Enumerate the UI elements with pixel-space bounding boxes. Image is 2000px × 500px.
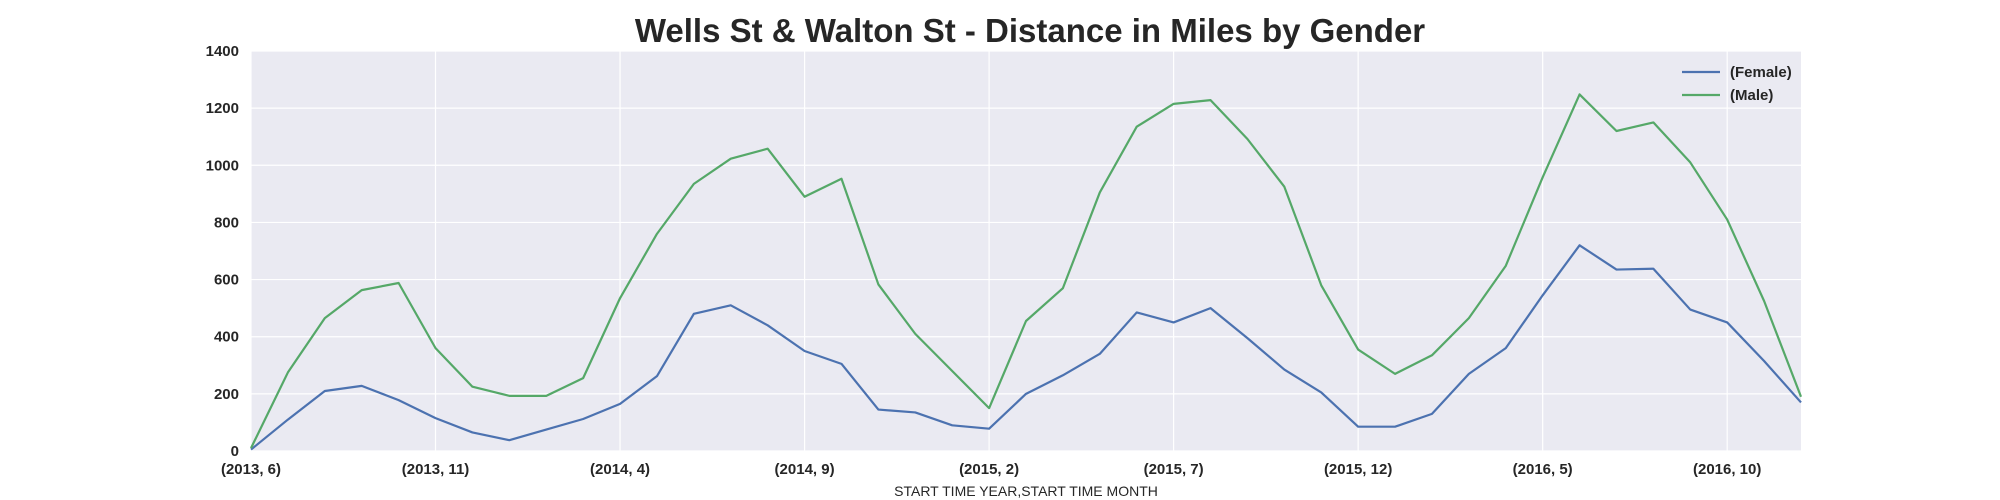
x-tick-label: (2013, 6) bbox=[221, 461, 281, 478]
x-axis-ticks: (2013, 6) (2013, 11) (2014, 4) (2014, 9) (20… bbox=[221, 461, 1761, 478]
x-tick-label: (2015, 2) bbox=[959, 461, 1019, 478]
x-tick-label: (2015, 12) bbox=[1324, 461, 1392, 478]
x-tick-label: (2015, 7) bbox=[1144, 461, 1204, 478]
legend-label: (Female) bbox=[1730, 64, 1792, 81]
y-tick-label: 1400 bbox=[206, 43, 239, 60]
x-tick-label: (2013, 11) bbox=[402, 461, 470, 478]
plot-area bbox=[251, 51, 1801, 451]
series-lines bbox=[250, 93, 1803, 451]
legend-label: (Male) bbox=[1730, 87, 1773, 104]
y-tick-label: 600 bbox=[214, 272, 239, 289]
y-tick-label: 400 bbox=[214, 329, 239, 346]
x-axis-label: START TIME YEAR,START TIME MONTH bbox=[894, 483, 1158, 499]
legend: (Female) (Male) bbox=[1682, 64, 1792, 104]
y-tick-label: 800 bbox=[214, 214, 239, 231]
x-tick-label: (2014, 9) bbox=[775, 461, 835, 478]
y-axis-ticks: 0 200 400 600 800 1000 1200 1400 bbox=[206, 43, 239, 460]
y-tick-label: 1200 bbox=[206, 100, 239, 117]
series-line-male bbox=[250, 93, 1803, 449]
x-tick-label: (2016, 5) bbox=[1513, 461, 1573, 478]
y-tick-label: 0 bbox=[231, 443, 239, 460]
series-line-female bbox=[250, 244, 1802, 451]
x-tick-label: (2016, 10) bbox=[1693, 461, 1761, 478]
y-tick-label: 200 bbox=[214, 386, 239, 403]
x-tick-label: (2014, 4) bbox=[590, 461, 650, 478]
chart-title: Wells St & Walton St - Distance in Miles… bbox=[635, 12, 1425, 49]
grid-lines bbox=[250, 50, 1801, 452]
y-tick-label: 1000 bbox=[206, 157, 239, 174]
